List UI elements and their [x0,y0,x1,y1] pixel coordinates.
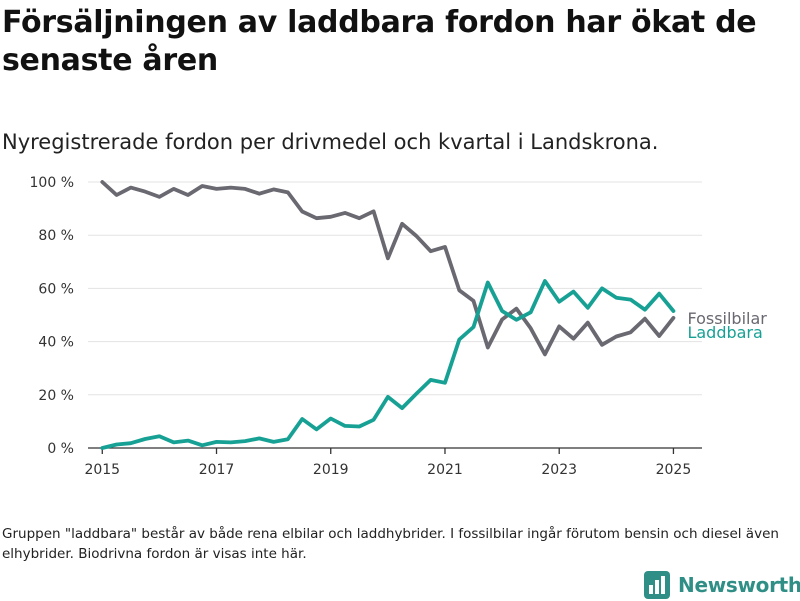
footnote: Gruppen "laddbara" består av både rena e… [2,526,779,562]
series-lines [100,180,676,450]
brand-name: Newsworthy [678,573,800,597]
x-tick-label: 2023 [541,462,577,478]
chart-subtitle: Nyregistrerade fordon per drivmedel och … [2,130,659,154]
gridlines [88,181,702,396]
series-label-laddbara: Laddbara [687,323,762,342]
y-tick-label: 80 % [38,228,74,244]
series-line-fossilbilar [100,180,676,357]
brand-logo: Newsworthy [644,569,800,601]
x-tick-label: 2015 [84,462,120,478]
bar-chart-icon [644,571,670,599]
series-line-laddbara [100,279,676,450]
axes: 0 % 20 % 40 % 60 % 80 % 100 % 2015 2017 2019 2021… [30,175,702,478]
x-tick-label: 2025 [656,462,692,478]
x-tick-label: 2019 [313,462,349,478]
line-chart: 0 % 20 % 40 % 60 % 80 % 100 % 2015 2017 2019 2021… [30,175,768,478]
y-tick-label: 60 % [38,281,74,297]
y-tick-label: 0 % [47,441,74,457]
chart-title: Försäljningen av laddbara fordon har öka… [2,5,757,78]
x-tick-label: 2021 [427,462,463,478]
y-tick-label: 40 % [38,335,74,351]
y-tick-label: 20 % [38,388,74,404]
series-label-fossilbilar: Fossilbilar [687,309,767,328]
y-tick-label: 100 % [30,175,74,191]
x-tick-label: 2017 [199,462,235,478]
